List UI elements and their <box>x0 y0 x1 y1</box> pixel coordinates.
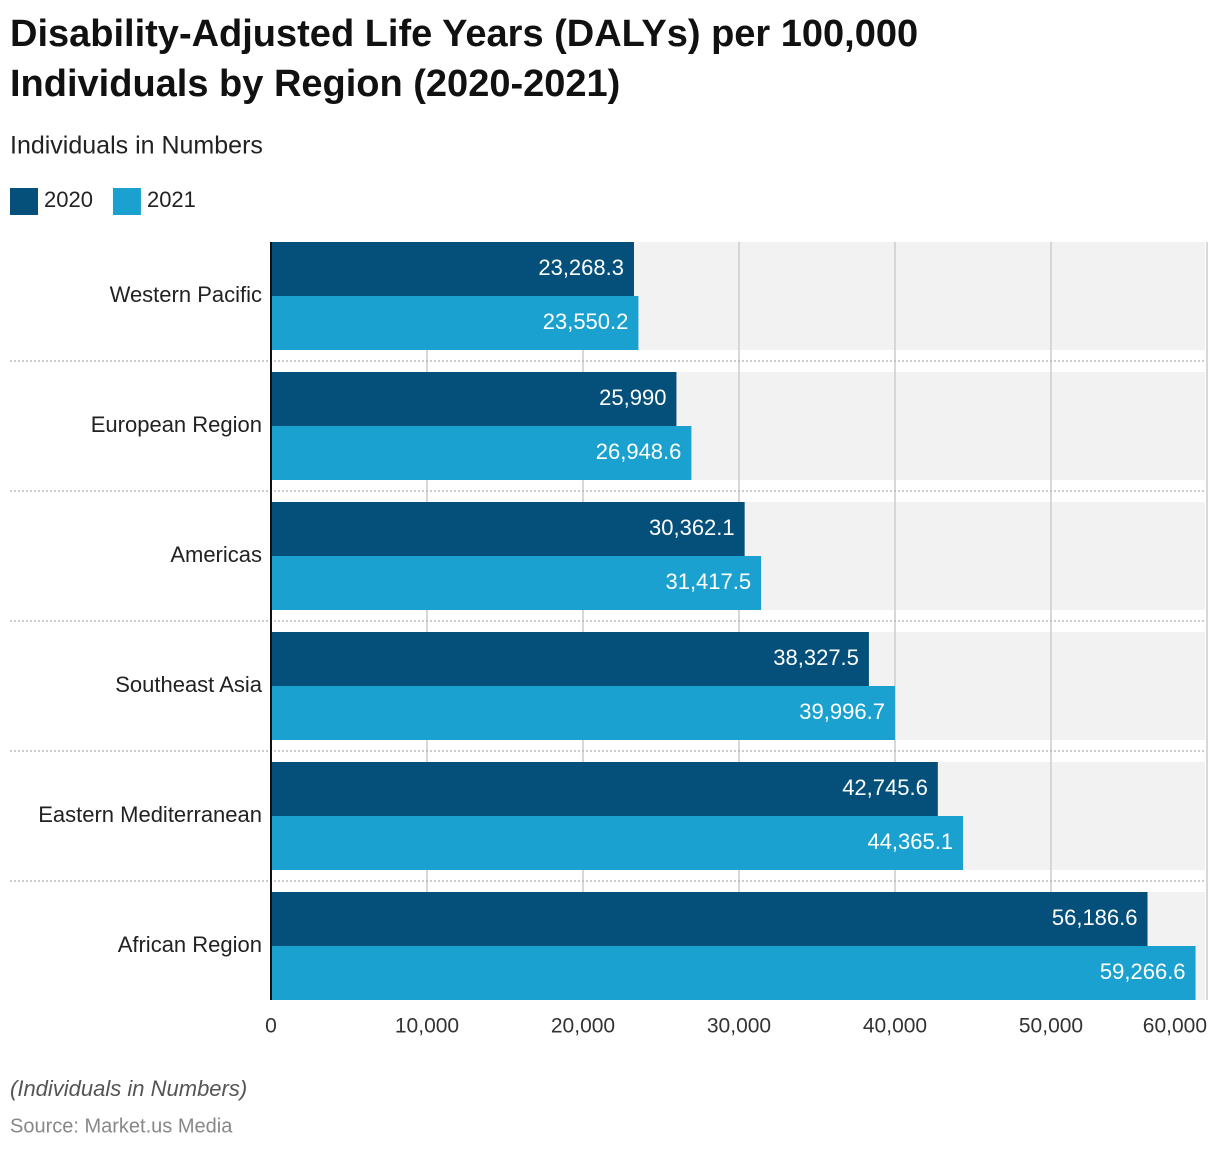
bar <box>271 242 634 296</box>
value-label: 38,327.5 <box>773 645 859 670</box>
bar <box>271 816 964 870</box>
legend-label: 2021 <box>147 187 196 212</box>
value-label: 44,365.1 <box>867 829 953 854</box>
value-label: 31,417.5 <box>665 569 751 594</box>
value-label: 59,266.6 <box>1100 959 1186 984</box>
x-tick-label: 50,000 <box>1019 1015 1083 1038</box>
x-tick-label: 0 <box>265 1015 277 1038</box>
x-tick-label: 60,000 <box>1143 1015 1207 1038</box>
y-tick-label: Southeast Asia <box>115 672 263 697</box>
legend-label: 2020 <box>44 187 93 212</box>
value-label: 23,268.3 <box>538 255 624 280</box>
source: Source: Market.us Media <box>10 1115 233 1137</box>
x-tick-label: 10,000 <box>395 1015 459 1038</box>
bar <box>271 426 692 480</box>
value-label: 23,550.2 <box>543 309 629 334</box>
chart-subtitle: Individuals in Numbers <box>10 132 263 160</box>
bar <box>271 296 639 350</box>
y-tick-label: African Region <box>118 932 262 957</box>
bar <box>271 946 1196 1000</box>
note: (Individuals in Numbers) <box>10 1076 247 1101</box>
legend-swatch <box>10 188 38 215</box>
legend-swatch <box>112 188 141 215</box>
bar <box>271 632 869 686</box>
chart-title: Disability-Adjusted Life Years (DALYs) p… <box>10 13 929 105</box>
value-label: 30,362.1 <box>649 515 735 540</box>
y-tick-label: European Region <box>91 412 262 437</box>
x-tick-label: 20,000 <box>551 1015 615 1038</box>
value-label: 26,948.6 <box>596 439 682 464</box>
value-label: 56,186.6 <box>1052 905 1138 930</box>
y-tick-label: Eastern Mediterranean <box>38 802 262 827</box>
x-tick-label: 40,000 <box>863 1015 927 1038</box>
bar <box>271 556 762 610</box>
bar <box>271 502 745 556</box>
value-label: 25,990 <box>599 385 666 410</box>
bar <box>271 686 895 740</box>
value-label: 42,745.6 <box>842 775 928 800</box>
value-label: 39,996.7 <box>799 699 885 724</box>
bar <box>271 762 938 816</box>
x-tick-label: 30,000 <box>707 1015 771 1038</box>
bar <box>271 372 677 426</box>
bar <box>271 892 1148 946</box>
y-tick-label: Western Pacific <box>110 282 262 307</box>
y-tick-label: Americas <box>170 542 262 567</box>
